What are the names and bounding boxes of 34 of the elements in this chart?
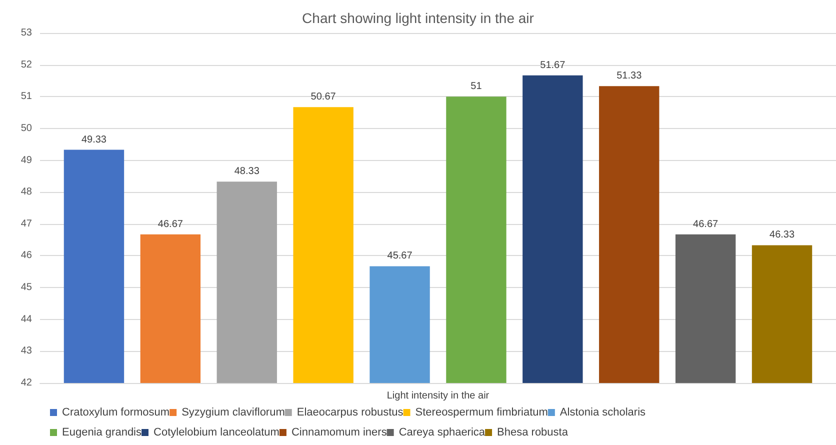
legend-label: Cratoxylum formosum	[62, 406, 170, 418]
y-tick-label: 43	[20, 346, 32, 357]
y-tick-label: 46	[20, 250, 32, 262]
data-label: 48.33	[234, 166, 260, 178]
data-label: 46.67	[158, 218, 184, 230]
y-tick-label: 53	[20, 28, 32, 38]
y-tick-label: 52	[20, 59, 32, 70]
y-tick-label: 50	[20, 122, 32, 134]
legend-label: Eugenia grandis	[62, 426, 142, 438]
data-label: 46.33	[770, 230, 795, 241]
y-tick-label: 47	[20, 218, 32, 230]
legend-label: Alstonia scholaris	[560, 406, 646, 418]
data-label: 46.67	[693, 218, 719, 230]
data-label: 45.67	[387, 250, 413, 262]
data-label: 49.33	[81, 134, 107, 146]
legend-label: Cinnamomum iners	[291, 426, 388, 438]
legend-label: Syzygium claviflorum	[182, 406, 285, 418]
y-tick-label: 51	[20, 91, 32, 102]
legend-label: Stereospermum fimbriatum	[415, 406, 548, 418]
x-tick-label: Light intensity in the air	[386, 390, 490, 402]
legend-label: Bhesa robusta	[497, 426, 569, 438]
legend-label: Cotylelobium lanceolatum	[154, 426, 280, 438]
legend-label: Elaeocarpus robustus	[296, 406, 404, 418]
data-label: 51.33	[616, 70, 642, 82]
y-tick-label: 42	[20, 378, 32, 388]
y-tick-label: 45	[20, 282, 32, 294]
chart-title: Chart showing light intensity in the air	[302, 10, 534, 26]
legend-label: Careya sphaerica	[398, 426, 486, 438]
data-label: 51.67	[540, 60, 566, 71]
y-tick-label: 48	[20, 186, 32, 198]
data-label: 50.67	[310, 92, 336, 103]
y-tick-label: 49	[20, 154, 32, 166]
y-tick-label: 44	[20, 314, 32, 325]
data-label: 51	[470, 81, 482, 92]
